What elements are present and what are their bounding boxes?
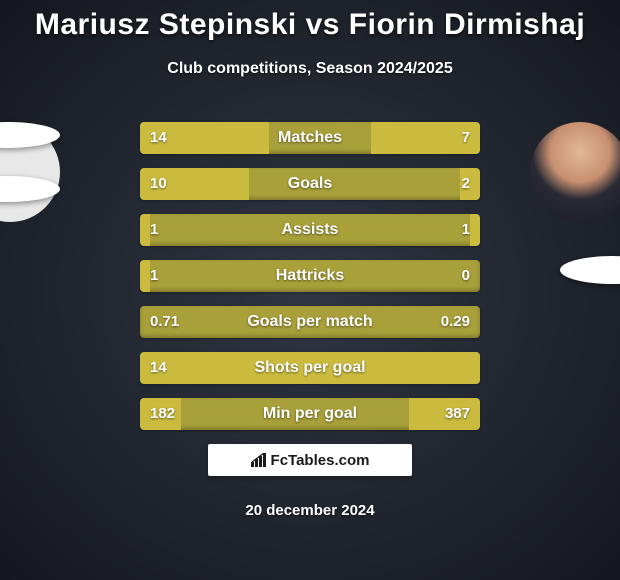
- stat-bars: 14Matches710Goals21Assists11Hattricks00.…: [140, 122, 480, 444]
- subtitle: Club competitions, Season 2024/2025: [0, 60, 620, 78]
- stat-row: 14Shots per goal: [140, 352, 480, 384]
- stat-right-value: 7: [462, 122, 470, 154]
- stat-right-value: 387: [445, 398, 470, 430]
- stat-label: Assists: [140, 214, 480, 246]
- source-logo[interactable]: FcTables.com: [208, 444, 412, 476]
- stat-row: 14Matches7: [140, 122, 480, 154]
- stat-right-value: 1: [462, 214, 470, 246]
- stat-label: Hattricks: [140, 260, 480, 292]
- stat-row: 1Assists1: [140, 214, 480, 246]
- player-right-avatar: [530, 122, 620, 222]
- stat-row: 1Hattricks0: [140, 260, 480, 292]
- stat-row: 182Min per goal387: [140, 398, 480, 430]
- stat-right-value: 2: [462, 168, 470, 200]
- stat-row: 10Goals2: [140, 168, 480, 200]
- stat-label: Shots per goal: [140, 352, 480, 384]
- avatar-placeholder-face: [530, 122, 620, 222]
- stat-label: Goals: [140, 168, 480, 200]
- stat-label: Min per goal: [140, 398, 480, 430]
- badge-placeholder-right-1: [560, 256, 620, 284]
- stat-label: Matches: [140, 122, 480, 154]
- source-logo-text: FcTables.com: [271, 452, 370, 469]
- stat-right-value: 0: [462, 260, 470, 292]
- stat-label: Goals per match: [140, 306, 480, 338]
- comparison-card: Mariusz Stepinski vs Fiorin Dirmishaj Cl…: [0, 0, 620, 580]
- stat-row: 0.71Goals per match0.29: [140, 306, 480, 338]
- page-title: Mariusz Stepinski vs Fiorin Dirmishaj: [0, 0, 620, 42]
- date-label: 20 december 2024: [0, 502, 620, 519]
- fctables-icon: [251, 453, 267, 467]
- stat-right-value: 0.29: [441, 306, 470, 338]
